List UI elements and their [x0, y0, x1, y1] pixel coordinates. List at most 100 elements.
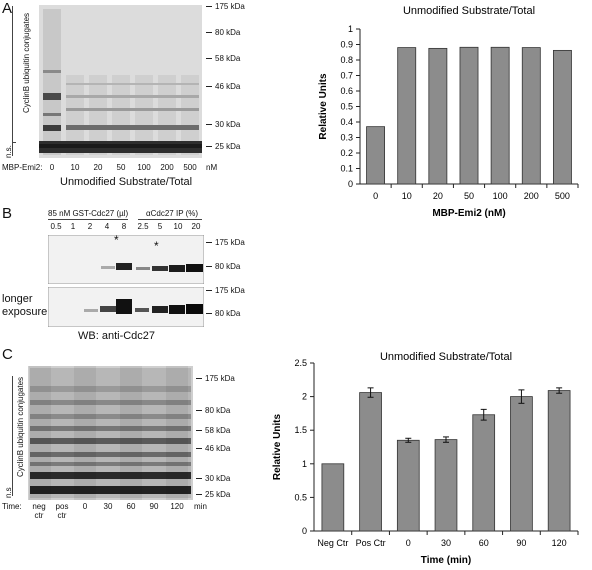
y-tick-label: 0.7 [340, 71, 353, 81]
x-tick-label: 100 [493, 191, 508, 201]
x-axis-label: Time (min) [421, 555, 471, 566]
y-tick-label: 1.5 [294, 425, 307, 435]
y-tick-label: 0.3 [340, 133, 353, 143]
lane-label: 10 [70, 163, 80, 172]
x-tick-label: 0 [373, 191, 378, 201]
y-tick-label: 0.4 [340, 117, 353, 127]
gel-image-a [39, 5, 202, 158]
marker-46: 46 kDa [206, 82, 240, 91]
exposure-label-line1: longer [2, 293, 33, 305]
gel-a-lane-labels: 0 10 20 50 100 200 500 [39, 163, 202, 175]
x-axis-label: MBP-Emi2 (nM) [432, 208, 505, 219]
bar [552, 49, 572, 185]
marker-25-c: 25 kDa [196, 490, 230, 499]
y-tick-label: 0.8 [340, 55, 353, 65]
lane-label: 0.5 [50, 222, 62, 231]
x-tick-label: 120 [552, 538, 567, 548]
x-tick-label: 10 [402, 191, 412, 201]
gel-a-ylabel: CyclinB ubiquitin conjugates [22, 12, 31, 114]
chart-a: Unmodified Substrate/Total 0 0.1 0.2 0.3 0.4 0… [318, 5, 579, 219]
lane-label: 2.5 [137, 222, 149, 231]
lane-label: 10 [173, 222, 183, 231]
y-tick-label: 0 [348, 179, 353, 189]
marker-46-c: 46 kDa [196, 444, 230, 453]
marker-80-b2: 80 kDa [206, 309, 240, 318]
marker-58: 58 kDa [206, 54, 240, 63]
bar [547, 390, 571, 532]
bar [396, 439, 420, 532]
panel-b-group1-label: 85 nM GST-Cdc27 (µl) [48, 209, 129, 218]
y-tick-label: 0.9 [340, 40, 353, 50]
bar [459, 46, 479, 185]
x-tick-label: 200 [524, 191, 539, 201]
y-tick-label: 0.6 [340, 86, 353, 96]
y-tick-label: 0.5 [294, 492, 307, 502]
lane-label: 200 [160, 163, 174, 172]
gel-image-c [28, 366, 193, 500]
gel-a-row-label: MBP-Emi2: [2, 163, 43, 172]
marker-80: 80 kDa [206, 28, 240, 37]
gel-c-ylabel: CyclinB ubiquitin conjugates [16, 376, 25, 478]
chart-c: Unmodified Substrate/Total 0 0.5 1 1.5 2 2.5 Ne… [272, 351, 579, 566]
marker-175-c: 175 kDa [196, 374, 235, 383]
marker-80-c: 80 kDa [196, 406, 230, 415]
marker-175-b2: 175 kDa [206, 286, 245, 295]
marker-175: 175 kDa [206, 2, 245, 11]
lane-label: 0 [49, 163, 55, 172]
marker-30: 30 kDa [206, 120, 240, 129]
group2-line [138, 219, 202, 220]
lane-label: 50 [116, 163, 126, 172]
bar [366, 126, 386, 185]
lane-label: 90 [149, 502, 159, 511]
x-tick-label: 90 [516, 538, 526, 548]
exposure-label: longer exposure [2, 293, 47, 319]
bar [321, 463, 345, 532]
blot-b-top [48, 235, 204, 284]
lane-label: 20 [191, 222, 201, 231]
blot-b-bottom [48, 287, 204, 327]
lane-label: 120 [170, 502, 184, 511]
lane-label: 4 [104, 222, 110, 231]
bar [472, 414, 496, 532]
bar [428, 47, 448, 185]
bar [510, 396, 533, 532]
lane-label: pos ctr [55, 502, 69, 520]
gel-a-unit: nM [206, 163, 218, 172]
exposure-label-line2: exposure [2, 306, 48, 318]
y-axis-label: Relative Units [318, 73, 329, 140]
bar [434, 439, 458, 532]
marker-30-c: 30 kDa [196, 474, 230, 483]
star-mark: * [114, 233, 119, 247]
lane-label: 20 [93, 163, 103, 172]
lane-label: 30 [103, 502, 113, 511]
x-tick-label: 30 [441, 538, 451, 548]
gel-c-lane-labels: neg ctr pos ctr 0 30 60 90 120 [28, 502, 198, 524]
lane-label: 2 [87, 222, 93, 231]
lane-label: 5 [157, 222, 163, 231]
bracket-tick [12, 142, 16, 144]
lane-label: 1 [70, 222, 76, 231]
y-tick-label: 0.2 [340, 148, 353, 158]
gel-c-unit: min [194, 502, 207, 511]
gel-c-row-label: Time: [2, 502, 22, 511]
y-tick-label: 0 [302, 526, 307, 536]
x-tick-label: 60 [479, 538, 489, 548]
bar [359, 392, 382, 532]
conjugates-bracket [12, 6, 14, 156]
star-mark: * [154, 239, 159, 253]
bar [490, 46, 510, 185]
bar [521, 47, 541, 185]
y-tick-label: 2 [302, 392, 307, 402]
gel-a-caption: Unmodified Substrate/Total [60, 176, 193, 188]
y-tick-label: 1 [348, 24, 353, 34]
y-tick-label: 1 [302, 459, 307, 469]
group1-line [48, 219, 128, 220]
x-tick-label: 0 [406, 538, 411, 548]
chart-title: Unmodified Substrate/Total [380, 351, 512, 363]
lane-label: 100 [137, 163, 151, 172]
lane-label: neg ctr [32, 502, 46, 520]
x-tick-label: 20 [433, 191, 443, 201]
gel-a-ns-label: n.s. [4, 145, 13, 158]
lane-label: 8 [121, 222, 127, 231]
lane-label: 60 [126, 502, 136, 511]
